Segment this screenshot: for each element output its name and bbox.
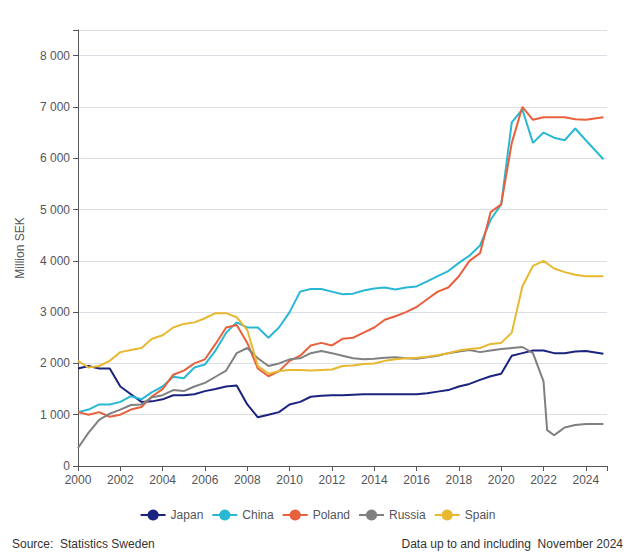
svg-text:2008: 2008 — [234, 473, 261, 487]
svg-text:2022: 2022 — [530, 473, 557, 487]
svg-text:3 000: 3 000 — [40, 305, 70, 319]
svg-text:2024: 2024 — [572, 473, 599, 487]
svg-text:5 000: 5 000 — [40, 203, 70, 217]
svg-text:2002: 2002 — [107, 473, 134, 487]
svg-text:2020: 2020 — [488, 473, 515, 487]
svg-text:2012: 2012 — [319, 473, 346, 487]
svg-text:2018: 2018 — [446, 473, 473, 487]
svg-text:1 000: 1 000 — [40, 408, 70, 422]
svg-text:2016: 2016 — [403, 473, 430, 487]
svg-text:Data up to and including Nove: Data up to and including November 2024 — [402, 537, 624, 551]
svg-text:Million SEK: Million SEK — [13, 217, 27, 278]
svg-text:Poland: Poland — [313, 508, 350, 522]
svg-text:Spain: Spain — [465, 508, 496, 522]
svg-text:Source: Statistics Sweden: Source: Statistics Sweden — [12, 537, 155, 551]
svg-text:Japan: Japan — [171, 508, 204, 522]
svg-text:China: China — [242, 508, 274, 522]
svg-text:0: 0 — [63, 459, 70, 473]
svg-text:2004: 2004 — [149, 473, 176, 487]
svg-text:2000: 2000 — [65, 473, 92, 487]
svg-text:6 000: 6 000 — [40, 151, 70, 165]
svg-text:8 000: 8 000 — [40, 49, 70, 63]
svg-text:4 000: 4 000 — [40, 254, 70, 268]
svg-text:2010: 2010 — [276, 473, 303, 487]
svg-text:Russia: Russia — [389, 508, 426, 522]
svg-text:7 000: 7 000 — [40, 100, 70, 114]
svg-text:2014: 2014 — [361, 473, 388, 487]
svg-text:2006: 2006 — [192, 473, 219, 487]
svg-text:2 000: 2 000 — [40, 356, 70, 370]
